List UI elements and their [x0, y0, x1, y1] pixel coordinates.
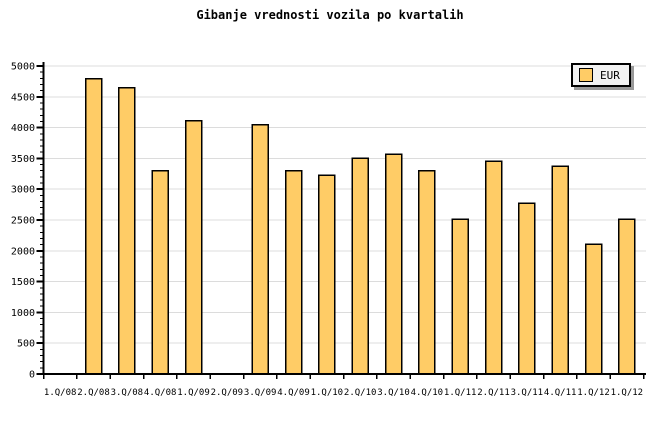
bar-1.Q/12 [618, 218, 636, 375]
x-axis-label: 3.Q/11 [511, 388, 544, 398]
x-axis-label: 1.Q/12 [611, 388, 644, 398]
x-axis-label: 4.Q/09 [277, 388, 310, 398]
bar-1.Q/11 [451, 218, 469, 375]
x-axis-label: 2.Q/11 [477, 388, 510, 398]
x-axis-label: 1.Q/11 [444, 388, 477, 398]
bar-3.Q/09 [251, 123, 269, 375]
x-axis-label: 1.Q/10 [311, 388, 344, 398]
bar-1.Q/10 [318, 174, 336, 375]
y-axis-label: 1500 [11, 277, 35, 288]
bar-1.Q/09 [184, 120, 203, 375]
y-axis-label: 2000 [11, 246, 35, 257]
bar-4.Q/10 [418, 169, 436, 375]
y-axis-label: 500 [17, 339, 35, 350]
bar-4.Q/11 [551, 165, 569, 375]
bar-3.Q/08 [118, 86, 136, 375]
bar-2.Q/10 [351, 157, 369, 375]
x-axis-label: 3.Q/09 [244, 388, 277, 398]
legend-swatch-icon [579, 68, 593, 82]
y-axis-label: 4500 [11, 92, 35, 103]
x-axis-label: 3.Q/08 [111, 388, 144, 398]
y-axis-label: 1000 [11, 308, 35, 319]
bar-4.Q/08 [151, 169, 169, 375]
x-axis-label: 4.Q/11 [544, 388, 577, 398]
x-axis-label: 3.Q/10 [377, 388, 410, 398]
y-axis-label: 5000 [11, 62, 35, 73]
x-axis-label: 2.Q/10 [344, 388, 377, 398]
x-axis-label: 1.Q/12 [577, 388, 610, 398]
y-axis-label: 0 [29, 370, 35, 381]
bar-1.Q/12 [584, 243, 603, 375]
x-axis-label: 1.Q/08 [44, 388, 77, 398]
x-axis-label: 2.Q/09 [211, 388, 244, 398]
bar-4.Q/09 [284, 169, 303, 375]
y-axis-label: 3000 [11, 185, 35, 196]
bar-2.Q/11 [484, 160, 503, 375]
x-axis-label: 4.Q/08 [144, 388, 177, 398]
bar-2.Q/08 [84, 78, 103, 375]
y-axis-label: 3500 [11, 154, 35, 165]
bar-3.Q/10 [384, 153, 403, 375]
x-axis-label: 2.Q/08 [77, 388, 110, 398]
chart-title: Gibanje vrednosti vozila po kvartalih [196, 8, 464, 22]
x-axis-label: 4.Q/10 [411, 388, 444, 398]
x-axis-label: 1.Q/09 [177, 388, 210, 398]
legend-label: EUR [600, 68, 620, 82]
chart-legend: EUR [571, 63, 631, 87]
y-axis-label: 2500 [11, 216, 35, 227]
bar-3.Q/11 [518, 202, 536, 375]
y-axis-label: 4000 [11, 123, 35, 134]
